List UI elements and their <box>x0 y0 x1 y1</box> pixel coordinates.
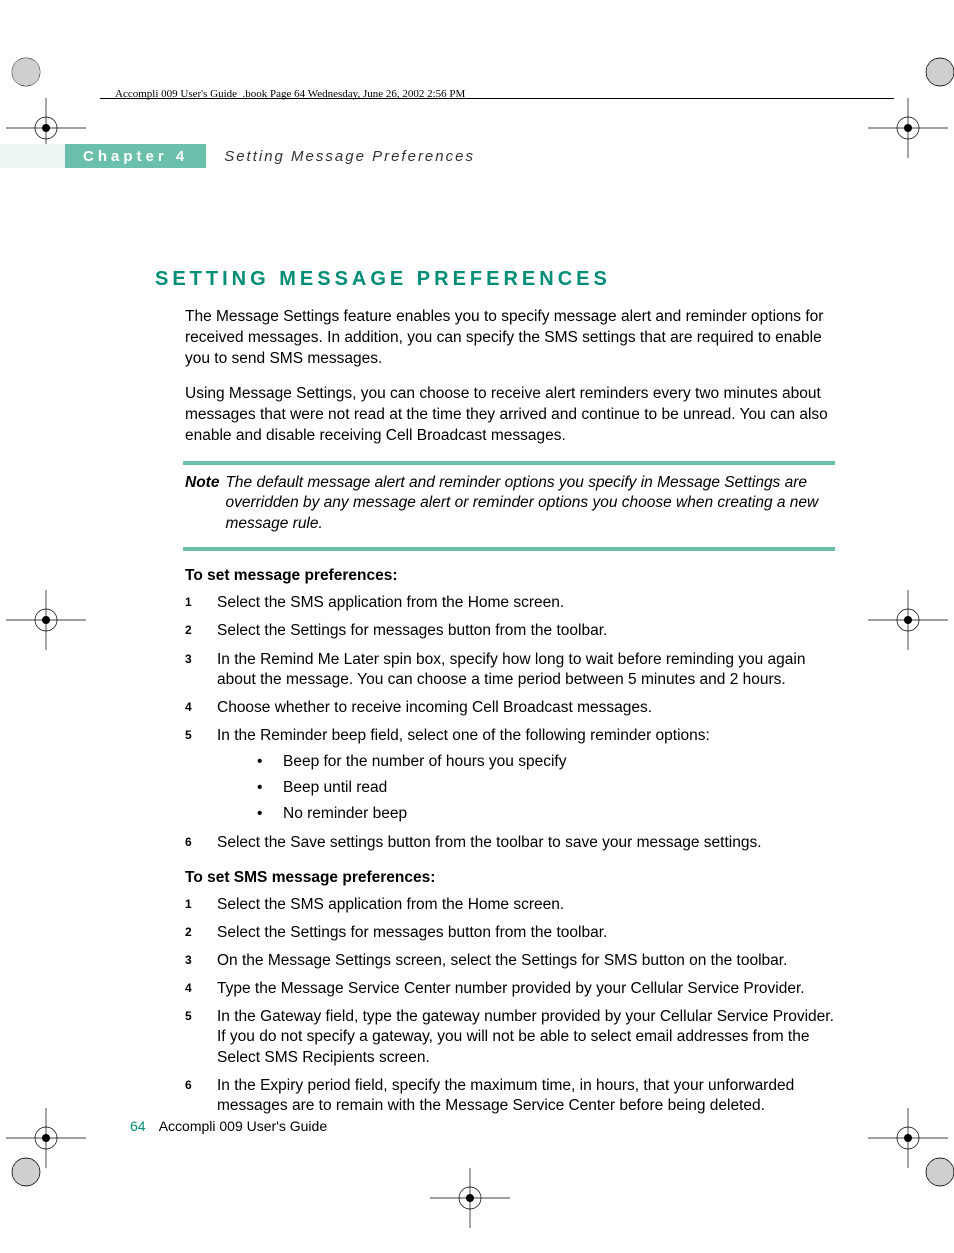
step: In the Gateway field, type the gateway n… <box>185 1007 835 1067</box>
step: Select the Save settings button from the… <box>185 833 835 853</box>
chapter-label: Chapter 4 <box>65 144 206 168</box>
note-rule-top <box>183 461 835 465</box>
paragraph: The Message Settings feature enables you… <box>185 307 835 370</box>
step: Select the Settings for messages button … <box>185 923 835 943</box>
note-block: Note The default message alert and remin… <box>185 473 835 536</box>
intro-text: The Message Settings feature enables you… <box>185 307 835 447</box>
step: In the Reminder beep field, select one o… <box>185 726 835 825</box>
reminder-options: Beep for the number of hours you specify… <box>257 752 835 824</box>
crop-mark-icon <box>430 1168 510 1248</box>
procedure-heading: To set message preferences: <box>185 567 835 585</box>
chapter-bar-leading <box>0 144 65 168</box>
chapter-bar: Chapter 4 Setting Message Preferences <box>0 144 475 168</box>
procedure-b-steps: Select the SMS application from the Home… <box>185 895 835 1116</box>
step: Select the Settings for messages button … <box>185 621 835 641</box>
paragraph: Using Message Settings, you can choose t… <box>185 384 835 447</box>
page-footer: 64 Accompli 009 User's Guide <box>130 1118 327 1134</box>
step: Select the SMS application from the Home… <box>185 895 835 915</box>
note-text: The default message alert and reminder o… <box>225 473 835 536</box>
page-number: 64 <box>130 1118 146 1134</box>
step: Select the SMS application from the Home… <box>185 593 835 613</box>
bullet: Beep until read <box>257 778 835 798</box>
bullet: No reminder beep <box>257 804 835 824</box>
procedure-heading: To set SMS message preferences: <box>185 869 835 887</box>
crop-mark-icon <box>6 590 86 670</box>
running-header: Accompli 009 User's Guide_.book Page 64 … <box>115 88 465 100</box>
bullet: Beep for the number of hours you specify <box>257 752 835 772</box>
step: On the Message Settings screen, select t… <box>185 951 835 971</box>
crop-mark-icon <box>868 98 948 178</box>
step: In the Remind Me Later spin box, specify… <box>185 650 835 690</box>
step: In the Expiry period field, specify the … <box>185 1076 835 1116</box>
note-rule-bottom <box>183 547 835 551</box>
crop-mark-icon <box>880 1152 954 1232</box>
crop-mark-icon <box>6 1152 86 1232</box>
procedure-a-steps: Select the SMS application from the Home… <box>185 593 835 852</box>
chapter-subtitle: Setting Message Preferences <box>224 148 475 165</box>
section-title: SETTING MESSAGE PREFERENCES <box>155 268 835 291</box>
step-text: In the Reminder beep field, select one o… <box>217 727 710 744</box>
content-region: SETTING MESSAGE PREFERENCES The Message … <box>155 268 835 1124</box>
step: Choose whether to receive incoming Cell … <box>185 698 835 718</box>
step: Type the Message Service Center number p… <box>185 979 835 999</box>
document-page: Accompli 009 User's Guide_.book Page 64 … <box>0 0 954 1235</box>
note-label: Note <box>185 473 219 536</box>
footer-title: Accompli 009 User's Guide <box>159 1118 327 1134</box>
crop-mark-icon <box>868 590 948 670</box>
